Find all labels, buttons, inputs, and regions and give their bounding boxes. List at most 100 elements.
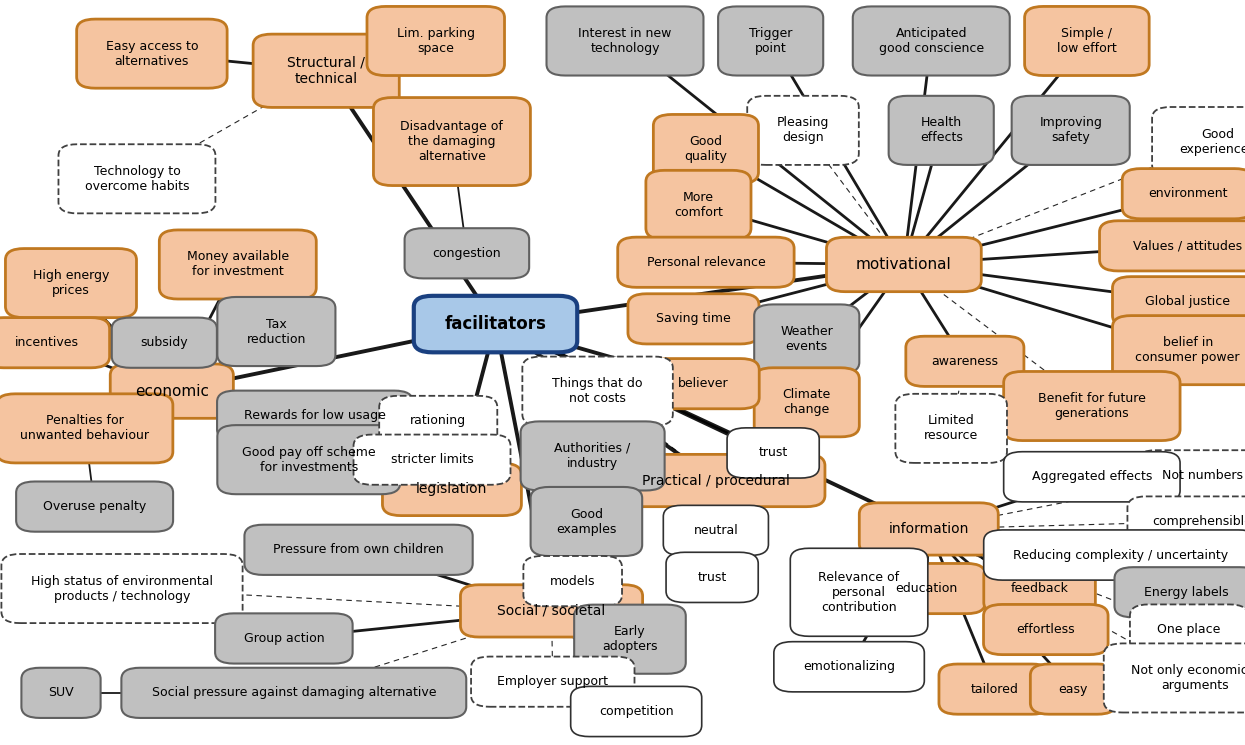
FancyBboxPatch shape [354, 434, 510, 485]
FancyBboxPatch shape [1099, 221, 1245, 271]
FancyBboxPatch shape [1130, 604, 1245, 655]
Text: stricter limits: stricter limits [391, 453, 473, 466]
Text: trust: trust [758, 446, 788, 460]
Text: tailored: tailored [971, 682, 1018, 696]
Text: Trigger
point: Trigger point [749, 27, 792, 55]
Text: Limited
resource: Limited resource [924, 414, 979, 443]
Text: Rewards for low usage: Rewards for low usage [244, 409, 386, 422]
FancyBboxPatch shape [984, 563, 1096, 614]
FancyBboxPatch shape [244, 524, 473, 575]
FancyBboxPatch shape [570, 686, 702, 737]
FancyBboxPatch shape [461, 585, 642, 637]
FancyBboxPatch shape [59, 145, 215, 213]
Text: environment: environment [1148, 187, 1228, 200]
Text: Saving time: Saving time [656, 312, 731, 326]
FancyBboxPatch shape [618, 237, 794, 288]
Text: Good
examples: Good examples [557, 507, 616, 536]
Text: Authorities /
industry: Authorities / industry [554, 442, 631, 470]
FancyBboxPatch shape [367, 7, 504, 75]
Text: Tax
reduction: Tax reduction [247, 317, 306, 346]
FancyBboxPatch shape [218, 297, 335, 366]
Text: Reducing complexity / uncertainty: Reducing complexity / uncertainty [1013, 548, 1228, 562]
FancyBboxPatch shape [218, 425, 400, 494]
FancyBboxPatch shape [111, 364, 233, 419]
FancyBboxPatch shape [159, 230, 316, 299]
FancyBboxPatch shape [523, 556, 622, 606]
FancyBboxPatch shape [664, 505, 768, 556]
FancyBboxPatch shape [574, 605, 686, 673]
FancyBboxPatch shape [1128, 496, 1245, 547]
FancyBboxPatch shape [1104, 644, 1245, 712]
FancyBboxPatch shape [1122, 168, 1245, 219]
FancyBboxPatch shape [859, 503, 998, 555]
Text: Good
quality: Good quality [685, 135, 727, 163]
Text: emotionalizing: emotionalizing [803, 660, 895, 673]
FancyBboxPatch shape [520, 422, 665, 490]
FancyBboxPatch shape [939, 664, 1051, 714]
FancyBboxPatch shape [547, 7, 703, 75]
Text: Social / societal: Social / societal [498, 604, 605, 618]
Text: Not only economical
arguments: Not only economical arguments [1132, 664, 1245, 692]
FancyBboxPatch shape [16, 481, 173, 532]
Text: Good pay off scheme
for investments: Good pay off scheme for investments [242, 446, 376, 474]
Text: Benefit for future
generations: Benefit for future generations [1038, 392, 1145, 420]
Text: economic: economic [134, 384, 209, 399]
FancyBboxPatch shape [747, 96, 859, 165]
FancyBboxPatch shape [895, 394, 1007, 463]
Text: Social pressure against damaging alternative: Social pressure against damaging alterna… [152, 686, 436, 700]
FancyBboxPatch shape [1025, 7, 1149, 75]
FancyBboxPatch shape [380, 396, 497, 446]
Text: Anticipated
good conscience: Anticipated good conscience [879, 27, 984, 55]
Text: Interest in new
technology: Interest in new technology [578, 27, 672, 55]
Text: More
comfort: More comfort [674, 191, 723, 219]
Text: facilitators: facilitators [444, 315, 547, 333]
FancyBboxPatch shape [0, 394, 173, 463]
FancyBboxPatch shape [1113, 276, 1245, 327]
Text: competition: competition [599, 705, 674, 718]
FancyBboxPatch shape [1152, 107, 1245, 176]
FancyBboxPatch shape [774, 641, 924, 692]
FancyBboxPatch shape [382, 463, 522, 516]
FancyBboxPatch shape [1113, 316, 1245, 384]
Text: SUV: SUV [49, 686, 73, 700]
FancyBboxPatch shape [77, 19, 227, 88]
FancyBboxPatch shape [1003, 451, 1180, 502]
Text: Health
effects: Health effects [920, 116, 962, 145]
Text: Good
experiences: Good experiences [1179, 127, 1245, 156]
FancyBboxPatch shape [405, 228, 529, 279]
Text: Things that do
not costs: Things that do not costs [553, 377, 642, 405]
Text: legislation: legislation [416, 483, 488, 496]
Text: belief in
consumer power: belief in consumer power [1135, 336, 1240, 364]
FancyBboxPatch shape [374, 98, 530, 186]
FancyBboxPatch shape [718, 7, 823, 75]
Text: Improving
safety: Improving safety [1040, 116, 1102, 145]
Text: effortless: effortless [1016, 623, 1076, 636]
FancyBboxPatch shape [215, 613, 352, 664]
FancyBboxPatch shape [121, 668, 467, 718]
Text: High status of environmental
products / technology: High status of environmental products / … [31, 574, 213, 603]
FancyBboxPatch shape [1012, 96, 1129, 165]
Text: Practical / procedural: Practical / procedural [642, 474, 789, 487]
FancyBboxPatch shape [654, 115, 758, 183]
FancyBboxPatch shape [666, 552, 758, 603]
FancyBboxPatch shape [906, 336, 1023, 387]
Text: Penalties for
unwanted behaviour: Penalties for unwanted behaviour [20, 414, 149, 443]
Text: Weather
events: Weather events [781, 325, 833, 353]
FancyBboxPatch shape [1003, 372, 1180, 440]
Text: Lim. parking
space: Lim. parking space [397, 27, 474, 55]
FancyBboxPatch shape [889, 96, 994, 165]
FancyBboxPatch shape [1114, 567, 1245, 618]
FancyBboxPatch shape [530, 487, 642, 556]
Text: models: models [550, 574, 595, 588]
Text: Not numbers: Not numbers [1162, 469, 1244, 482]
FancyBboxPatch shape [984, 604, 1108, 655]
FancyBboxPatch shape [791, 548, 928, 636]
Text: motivational: motivational [857, 257, 951, 272]
FancyBboxPatch shape [606, 454, 825, 507]
Text: Relevance of
personal
contribution: Relevance of personal contribution [818, 571, 900, 614]
Text: information: information [889, 522, 969, 536]
FancyBboxPatch shape [827, 237, 981, 292]
Text: Technology to
overcome habits: Technology to overcome habits [85, 165, 189, 193]
Text: awareness: awareness [931, 355, 998, 368]
FancyBboxPatch shape [627, 294, 759, 344]
